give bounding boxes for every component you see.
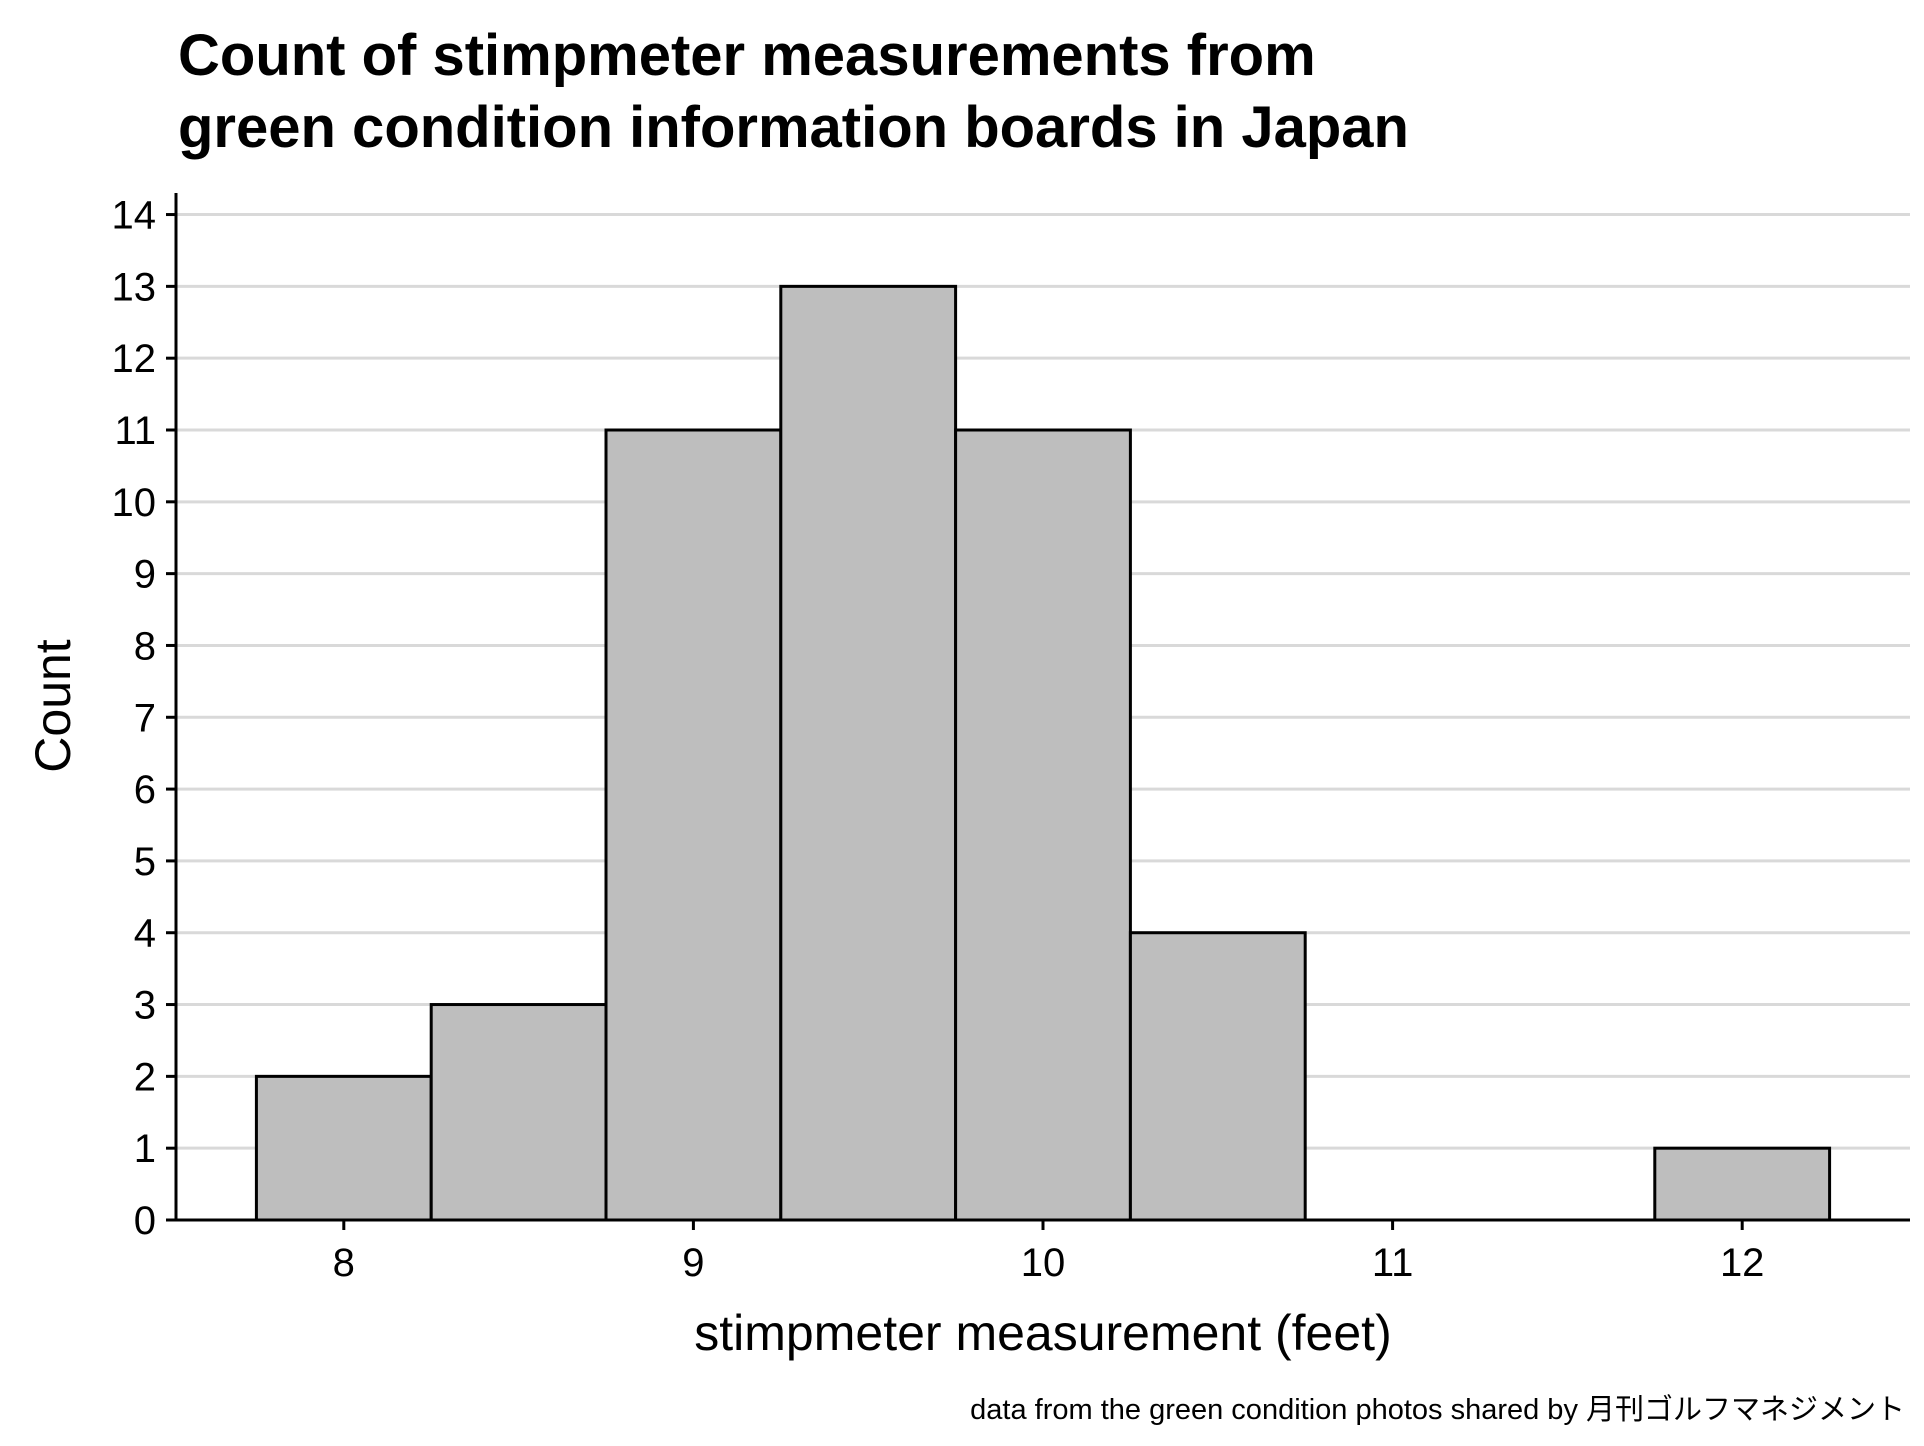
y-tick-label-14: 14 (112, 194, 157, 238)
x-tick-label-11: 11 (1372, 1241, 1414, 1285)
y-tick-label-11: 11 (114, 409, 156, 453)
y-tick-label-10: 10 (112, 481, 157, 525)
x-tick-label-9: 9 (682, 1241, 704, 1285)
x-tick-label-8: 8 (333, 1241, 355, 1285)
x-axis-title: stimpmeter measurement (feet) (694, 1305, 1391, 1361)
y-tick-label-2: 2 (134, 1055, 156, 1099)
y-tick-label-4: 4 (134, 912, 156, 956)
histogram-bar-3 (779, 284, 958, 1222)
histogram-bar-4 (954, 428, 1132, 1222)
histogram-bar-1 (429, 1003, 608, 1222)
chart-title-line-2: green condition information boards in Ja… (178, 95, 1409, 160)
chart-caption: data from the green condition photos sha… (970, 1393, 1905, 1426)
chart-title-line-1: Count of stimpmeter measurements from (178, 23, 1316, 88)
x-axis-ticks: 8 9 10 11 12 (333, 1220, 1765, 1285)
y-tick-label-6: 6 (134, 768, 156, 812)
y-tick-label-1: 1 (134, 1127, 156, 1171)
y-tick-label-5: 5 (134, 840, 156, 884)
histogram-bar-5 (1128, 931, 1307, 1222)
y-axis-title: Count (25, 639, 81, 773)
y-tick-label-0: 0 (134, 1199, 156, 1243)
y-tick-label-3: 3 (134, 984, 156, 1028)
y-tick-label-7: 7 (134, 696, 156, 740)
histogram-bars (254, 284, 1832, 1222)
y-tick-label-12: 12 (112, 337, 157, 381)
y-tick-label-8: 8 (134, 624, 156, 668)
histogram-bar-0 (254, 1074, 433, 1222)
histogram-bar-2 (604, 428, 783, 1222)
histogram-bar-8 (1653, 1146, 1832, 1222)
y-tick-label-13: 13 (112, 265, 157, 309)
x-tick-label-10: 10 (1021, 1241, 1066, 1285)
x-tick-label-12: 12 (1720, 1241, 1765, 1285)
y-tick-label-9: 9 (134, 553, 156, 597)
